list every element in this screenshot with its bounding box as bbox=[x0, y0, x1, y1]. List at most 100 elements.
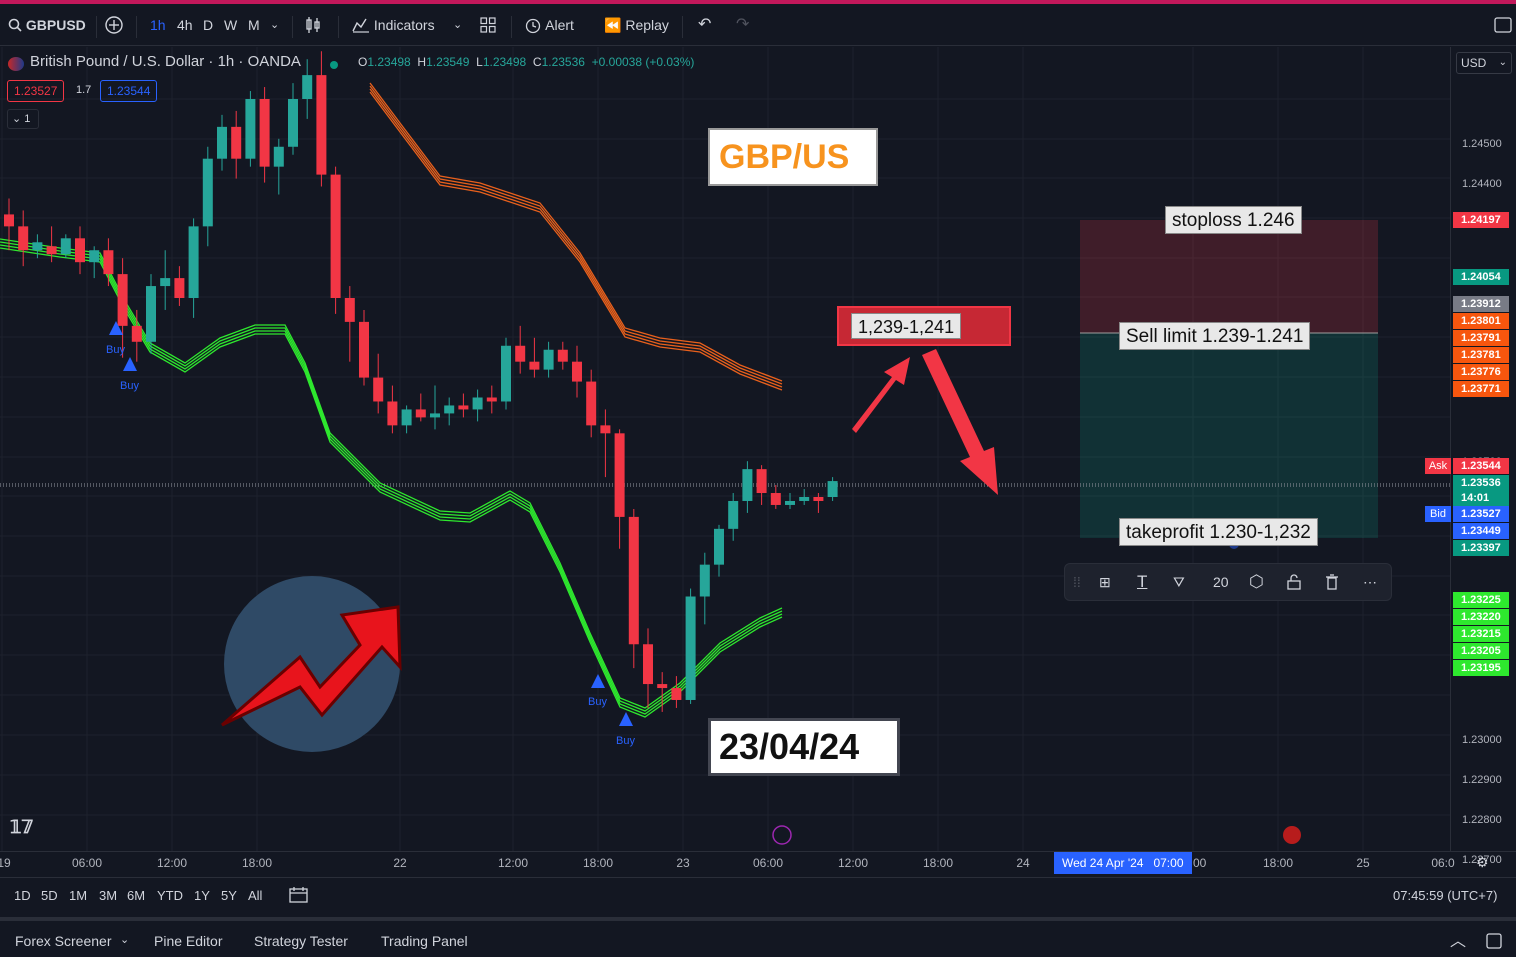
alert-button[interactable]: Alert bbox=[524, 2, 574, 48]
chevron-up-icon[interactable]: ︿ bbox=[1450, 933, 1467, 950]
layouts-button[interactable] bbox=[480, 2, 496, 48]
candle-body bbox=[685, 596, 696, 700]
indicators-button[interactable]: Indicators bbox=[352, 2, 435, 48]
pair-title-box[interactable]: GBP/US bbox=[708, 128, 878, 186]
undo-icon[interactable]: ↶ bbox=[698, 16, 712, 33]
sell-button[interactable]: 1.23527 bbox=[7, 80, 65, 102]
range-6m[interactable]: 6M bbox=[127, 888, 146, 903]
time-tick-label: 25 bbox=[1356, 856, 1370, 870]
fill-bucket-icon[interactable]: ⛛ bbox=[1173, 574, 1185, 590]
time-tick-label: 12:00 bbox=[497, 856, 529, 870]
orange-band-line bbox=[369, 82, 783, 382]
buy-button[interactable]: 1.23544 bbox=[100, 80, 158, 102]
orange-band-line bbox=[369, 91, 783, 391]
candle-body bbox=[231, 126, 242, 159]
interval-w[interactable]: W bbox=[224, 17, 238, 33]
time-tick-label: 18:00 bbox=[922, 856, 954, 870]
time-tick-label: 18:00 bbox=[582, 856, 614, 870]
drag-grip-icon[interactable]: ⁞⁞ bbox=[1073, 574, 1081, 590]
more-options-icon[interactable]: ⋯ bbox=[1363, 574, 1377, 590]
compare-button[interactable] bbox=[104, 2, 124, 48]
candle-body bbox=[515, 345, 526, 362]
time-axis[interactable]: 19 06:00 12:00 18:00 22 12:00 18:00 23 06:00 12:0… bbox=[0, 851, 1516, 877]
range-1d[interactable]: 1D bbox=[14, 888, 31, 903]
price-tag: 1.23544 bbox=[1453, 458, 1509, 474]
currency-select[interactable]: USD ⌄ bbox=[1456, 52, 1512, 74]
tab-pine-editor[interactable]: Pine Editor bbox=[154, 933, 223, 949]
chevron-down-icon[interactable]: ⌄ bbox=[120, 934, 130, 946]
time-tick-label: 19 bbox=[0, 856, 11, 870]
tab-trading-panel[interactable]: Trading Panel bbox=[381, 933, 468, 949]
price-tag: 1.23205 bbox=[1453, 643, 1509, 659]
range-1m[interactable]: 1M bbox=[69, 888, 88, 903]
range-all[interactable]: All bbox=[248, 888, 263, 903]
redo-icon[interactable]: ↷ bbox=[736, 16, 750, 33]
green-band-line bbox=[0, 247, 783, 718]
tab-strategy-tester[interactable]: Strategy Tester bbox=[254, 933, 348, 949]
range-ytd[interactable]: YTD bbox=[157, 888, 183, 903]
price-tick-label: 1.24400 bbox=[1462, 178, 1502, 190]
lock-icon[interactable] bbox=[1287, 564, 1301, 600]
candle-body bbox=[586, 381, 597, 426]
entry-range-box[interactable]: 1,239-1,241 bbox=[837, 306, 1011, 346]
collapse-indicators-button[interactable]: ⌄ 1 bbox=[7, 109, 39, 129]
price-axis[interactable]: USD⌄ 1.245001.244001.243001.241001.23700… bbox=[1450, 47, 1516, 866]
candle-body bbox=[18, 226, 29, 251]
interval-dropdown-chevron-icon[interactable]: ⌄ bbox=[270, 19, 280, 31]
range-5d[interactable]: 5D bbox=[41, 888, 58, 903]
candle-body bbox=[785, 500, 795, 505]
fullscreen-button[interactable] bbox=[1494, 2, 1512, 48]
candle-body bbox=[32, 242, 43, 251]
price-tag: 14:01 bbox=[1453, 490, 1509, 506]
indicators-chevron-icon[interactable]: ⌄ bbox=[453, 19, 463, 31]
top-toolbar: GBPUSD 1h 4h D W M ⌄ Indicators ⌄ Alert … bbox=[0, 4, 1516, 46]
interval-m[interactable]: M bbox=[248, 17, 260, 33]
stoploss-label: stoploss 1.246 bbox=[1165, 206, 1302, 234]
tab-forex-screener[interactable]: Forex Screener bbox=[15, 933, 112, 949]
candle-body bbox=[259, 99, 270, 167]
price-tag: 1.23771 bbox=[1453, 381, 1509, 397]
candle-body bbox=[827, 481, 838, 497]
text-color-icon[interactable]: T bbox=[1137, 572, 1148, 591]
green-band-line bbox=[0, 238, 783, 709]
trash-icon[interactable] bbox=[1325, 564, 1339, 600]
time-tick-label: 24 bbox=[1016, 856, 1030, 870]
interval-d[interactable]: D bbox=[203, 17, 214, 33]
buy-signal-label: Buy bbox=[588, 696, 607, 708]
candle-body bbox=[572, 361, 582, 382]
time-axis-settings-icon[interactable]: ⚙ bbox=[1476, 854, 1489, 870]
interval-4h[interactable]: 4h bbox=[177, 17, 193, 33]
price-tag: 1.23225 bbox=[1453, 592, 1509, 608]
clock-timezone[interactable]: 07:45:59 (UTC+7) bbox=[1393, 888, 1498, 903]
candle-body bbox=[501, 345, 511, 402]
candle-body bbox=[273, 146, 284, 167]
price-tag: 1.24054 bbox=[1453, 269, 1509, 285]
date-range-button[interactable] bbox=[289, 886, 309, 907]
tradingview-logo-icon[interactable]: 𝟙𝟟 bbox=[10, 817, 33, 837]
buy-signal-label: Buy bbox=[120, 380, 139, 392]
range-5y[interactable]: 5Y bbox=[221, 888, 237, 903]
chart-type-button[interactable] bbox=[304, 2, 322, 48]
candle-body bbox=[160, 278, 171, 287]
interval-1h[interactable]: 1h bbox=[150, 17, 166, 33]
date-box[interactable]: 23/04/24 bbox=[708, 718, 900, 776]
maximize-panel-icon[interactable] bbox=[1486, 933, 1502, 952]
chart-pane[interactable]: British Pound / U.S. Dollar · 1h · OANDA… bbox=[0, 47, 1450, 851]
price-tag: 1.23220 bbox=[1453, 609, 1509, 625]
arrow-up-annotation bbox=[852, 357, 910, 433]
symbol-title: British Pound / U.S. Dollar · 1h · OANDA bbox=[30, 53, 301, 70]
price-tick-label: 1.23000 bbox=[1462, 734, 1502, 746]
range-1y[interactable]: 1Y bbox=[194, 888, 210, 903]
font-size-value[interactable]: 20 bbox=[1213, 574, 1229, 590]
ohlc-values: O1.23498 H1.23549 L1.23498 C1.23536 +0.0… bbox=[358, 55, 695, 69]
candle-body bbox=[430, 413, 440, 418]
candle-body bbox=[444, 405, 455, 414]
currency-flag-icon bbox=[8, 57, 24, 71]
replay-button[interactable]: ⏪ Replay bbox=[604, 2, 669, 48]
settings-hexagon-icon[interactable]: ⬡ bbox=[1249, 572, 1264, 591]
price-tag: 1.23801 bbox=[1453, 313, 1509, 329]
candle-body bbox=[614, 433, 625, 517]
range-3m[interactable]: 3M bbox=[99, 888, 118, 903]
add-template-icon[interactable]: ⊞ bbox=[1099, 574, 1111, 590]
symbol-search[interactable]: GBPUSD bbox=[8, 2, 86, 48]
